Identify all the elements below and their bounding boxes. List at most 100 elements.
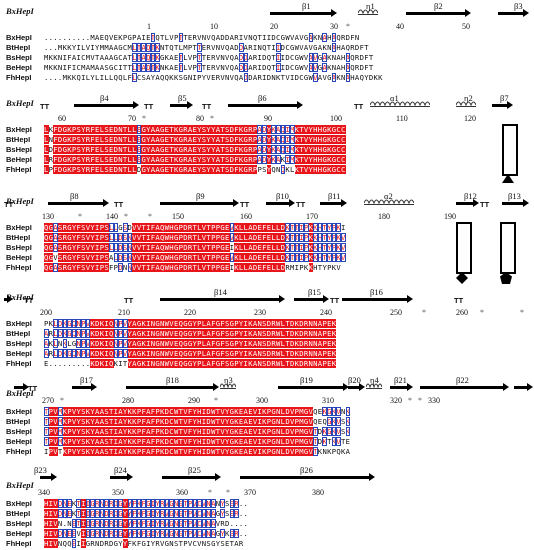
residue: A (146, 447, 151, 456)
residue: E (266, 233, 272, 242)
residue: C (169, 447, 174, 456)
residue: N (276, 447, 281, 456)
residue: N (248, 33, 253, 42)
residue: Q (322, 417, 328, 426)
residue: V (229, 73, 235, 82)
pentagon-marker-icon (500, 272, 512, 284)
residue: E (99, 33, 105, 42)
residue: I (81, 519, 86, 528)
residue: G (164, 539, 170, 548)
residue: T (215, 447, 221, 456)
residue: S (206, 539, 212, 548)
residue: L (243, 223, 249, 232)
residue-number: 190 (444, 212, 456, 221)
residue: A (99, 407, 105, 416)
residue: S (81, 253, 86, 262)
residue: N (160, 329, 165, 338)
residue: L (276, 243, 281, 252)
residue: R (62, 253, 68, 262)
residue: V (308, 417, 314, 426)
residue: K (262, 437, 267, 446)
residue: L (108, 223, 114, 232)
residue: S (104, 223, 109, 232)
residue: I (280, 53, 286, 62)
residue: D (118, 253, 123, 262)
residue: G (67, 243, 72, 252)
residue: T (178, 63, 184, 72)
residue: K (160, 417, 165, 426)
residue: V (164, 519, 170, 528)
residue: N (224, 73, 230, 82)
residue: P (234, 349, 239, 358)
residue: A (234, 63, 239, 72)
residue: G (90, 519, 96, 528)
residue: T (285, 319, 290, 328)
residue: Y (192, 349, 198, 358)
residue: E (327, 339, 332, 348)
residue: Q (108, 349, 114, 358)
sequence-name: BxHepI (6, 319, 32, 328)
residue: I (243, 329, 249, 338)
residue: G (155, 339, 161, 348)
residue: G (85, 539, 91, 548)
residue: . (53, 359, 58, 368)
residue: T (206, 223, 212, 232)
residue: P (155, 417, 161, 426)
residue: A (243, 427, 249, 436)
residue-number: 360 (176, 488, 188, 497)
residue: E (266, 223, 272, 232)
residue: G (331, 155, 337, 164)
residue: L (238, 263, 244, 272)
residue: A (187, 155, 193, 164)
residue: V (303, 53, 309, 62)
residue: V (336, 417, 341, 426)
residue-number: 180 (378, 212, 390, 221)
residue: K (132, 447, 137, 456)
residue: N (313, 359, 318, 368)
residue: K (62, 43, 68, 52)
residue: G (271, 437, 277, 446)
residue: Y (122, 437, 128, 446)
residue: K (262, 427, 267, 436)
secondary-structure-track: TT TT β14 β15 TT β16 TT (4, 288, 530, 305)
ss-alpha2-label: α2 (384, 191, 393, 201)
residue: V (53, 253, 58, 262)
residue: K (238, 165, 244, 174)
residue: Q (262, 43, 267, 52)
residue: K (248, 319, 253, 328)
residue: N (257, 339, 263, 348)
residue: K (99, 359, 105, 368)
residue: T (76, 499, 82, 508)
residue-number-row: 340 350 360 * * 370 380 (38, 488, 530, 497)
residue: L (132, 125, 137, 134)
residue: E (238, 447, 244, 456)
residue: D (113, 135, 119, 144)
residue: G (215, 319, 221, 328)
residue: I (238, 33, 244, 42)
residue: D (266, 73, 272, 82)
residue: L (280, 359, 286, 368)
residue: S (76, 165, 82, 174)
ss-beta7-label: β7 (500, 93, 509, 103)
residue-number: 130 (42, 212, 54, 221)
residue: I (118, 63, 123, 72)
residue-number: 140 (106, 212, 118, 221)
residue: Y (90, 73, 96, 82)
residue: M (90, 33, 96, 42)
residue: A (108, 253, 114, 262)
residue: H (341, 53, 346, 62)
residue: . (67, 33, 72, 42)
residue-number: 90 (264, 114, 272, 123)
residue: I (192, 73, 198, 82)
residue: T (141, 243, 147, 252)
residue: L (271, 263, 277, 272)
residue: A (276, 135, 281, 144)
residue: N (127, 233, 133, 242)
residue: V (122, 339, 128, 348)
residue-number: 300 (256, 396, 268, 405)
residue: R (303, 339, 309, 348)
residue: V (215, 63, 221, 72)
residue: I (243, 339, 249, 348)
residue: I (201, 427, 207, 436)
residue: . (81, 33, 86, 42)
